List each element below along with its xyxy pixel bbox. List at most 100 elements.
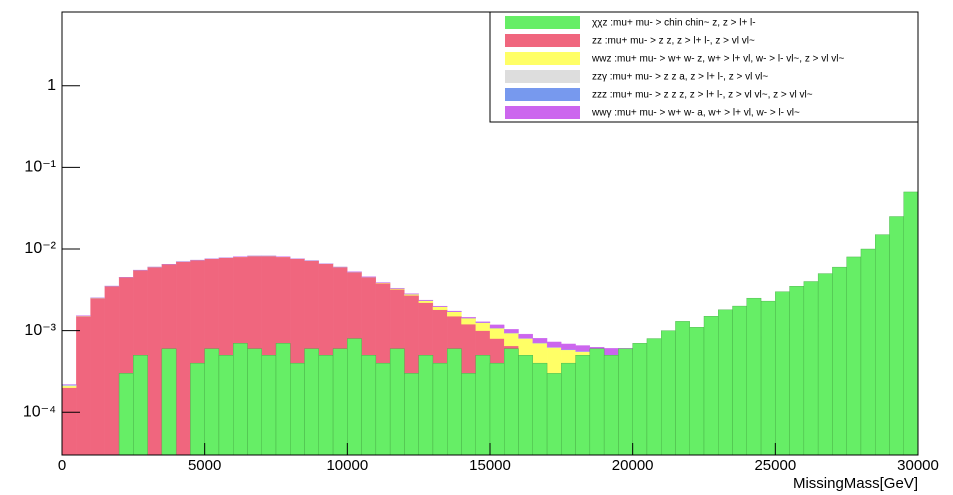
hist-bar	[532, 338, 548, 344]
hist-bar	[589, 348, 605, 456]
x-tick-label: 10000	[326, 457, 368, 474]
hist-bar	[504, 348, 519, 456]
hist-bar	[760, 300, 776, 456]
plot-area	[61, 191, 919, 456]
hist-bar	[518, 355, 533, 456]
hist-bar	[133, 355, 148, 456]
y-tick-label: 10⁻⁴	[23, 404, 56, 421]
legend-label: wwz :mu+ mu- > w+ w- z, w+ > l+ vl, w- >…	[591, 54, 844, 65]
hist-bar	[418, 355, 434, 456]
legend-swatch	[505, 52, 580, 65]
y-tick-label: 10⁻¹	[24, 159, 56, 176]
hist-bar	[661, 330, 676, 456]
hist-bar	[703, 316, 719, 456]
hist-bar	[290, 362, 305, 456]
x-tick-label: 30000	[897, 457, 939, 474]
legend-label: zzz :mu+ mu- > z z z, z > l+ l-, z > vl …	[592, 90, 813, 101]
legend-swatch	[505, 88, 580, 101]
y-tick-label: 10⁻²	[24, 240, 56, 257]
hist-bar	[860, 248, 876, 456]
hist-bar	[61, 387, 77, 456]
hist-bar	[689, 327, 705, 456]
legend-label: zzγ :mu+ mu- > z z a, z > l+ l-, z > vl …	[592, 72, 768, 83]
hist-bar	[104, 286, 120, 456]
hist-bar	[504, 329, 519, 334]
x-tick-label: 5000	[188, 457, 221, 474]
hist-bar	[575, 345, 591, 352]
hist-bar	[432, 306, 448, 310]
hist-bar	[461, 373, 476, 456]
hist-bar	[489, 328, 505, 339]
hist-bar	[461, 318, 476, 325]
hist-bar	[903, 191, 919, 456]
hist-bar	[204, 348, 220, 456]
hist-bar	[261, 355, 277, 456]
hist-bar	[190, 362, 205, 456]
hist-bar	[76, 316, 91, 456]
hist-bar	[675, 321, 690, 456]
hist-bar	[803, 281, 819, 456]
legend-swatch	[505, 34, 580, 47]
hist-bar	[432, 305, 448, 307]
hist-bar	[275, 343, 291, 456]
hist-bar	[347, 338, 362, 456]
hist-bar	[475, 355, 491, 456]
hist-bar	[461, 317, 476, 319]
hist-bar	[489, 324, 505, 329]
hist-bar	[318, 355, 334, 456]
hist-bar	[518, 338, 533, 356]
hist-bar	[161, 348, 177, 456]
hist-bar	[389, 348, 405, 456]
hist-bar	[561, 343, 576, 350]
legend-label: zz :mu+ mu- > z z, z > l+ l-, z > vl vl~	[592, 36, 755, 47]
hist-bar	[418, 300, 434, 303]
y-tick-label: 1	[47, 77, 56, 94]
hist-bar	[61, 385, 77, 388]
hist-bar	[247, 348, 262, 456]
hist-bar	[889, 216, 904, 456]
x-axis-label: MissingMass[GeV]	[793, 475, 918, 492]
hist-bar	[475, 321, 491, 323]
hist-bar	[832, 266, 847, 456]
hist-bar	[361, 355, 377, 456]
hist-bar	[304, 348, 319, 456]
hist-bar	[447, 310, 462, 312]
y-tick-label: 10⁻³	[24, 322, 56, 339]
legend-swatch	[505, 106, 580, 119]
hist-bar	[404, 373, 419, 456]
hist-bar	[875, 234, 890, 456]
hist-bar	[332, 348, 348, 456]
hist-bar	[746, 297, 762, 456]
hist-bar	[632, 343, 648, 456]
hist-bar	[846, 256, 862, 456]
legend	[489, 11, 919, 123]
hist-bar	[575, 355, 591, 456]
hist-bar	[118, 373, 134, 456]
hist-bar	[232, 343, 248, 456]
hist-bar	[546, 341, 562, 348]
hist-bar	[518, 333, 533, 339]
hist-bar	[90, 298, 105, 456]
hist-bar	[504, 333, 519, 347]
hist-bar	[489, 362, 505, 456]
hist-bar	[603, 355, 619, 456]
hist-bar	[732, 305, 747, 456]
x-tick-label: 15000	[469, 457, 511, 474]
hist-bar	[546, 347, 562, 374]
x-tick-label: 25000	[754, 457, 796, 474]
hist-bar	[546, 373, 562, 456]
hist-bar	[218, 355, 234, 456]
x-tick-label: 20000	[612, 457, 654, 474]
hist-bar	[718, 309, 733, 456]
legend-swatch	[505, 16, 580, 29]
hist-bar	[175, 261, 191, 456]
hist-bar	[603, 348, 619, 355]
hist-bar	[817, 273, 833, 456]
hist-bar	[375, 362, 391, 456]
legend-label: wwγ :mu+ mu- > w+ w- a, w+ > l+ vl, w- >…	[591, 108, 800, 119]
hist-bar	[447, 311, 462, 317]
legend-swatch	[505, 70, 580, 83]
hist-bar	[561, 362, 576, 456]
